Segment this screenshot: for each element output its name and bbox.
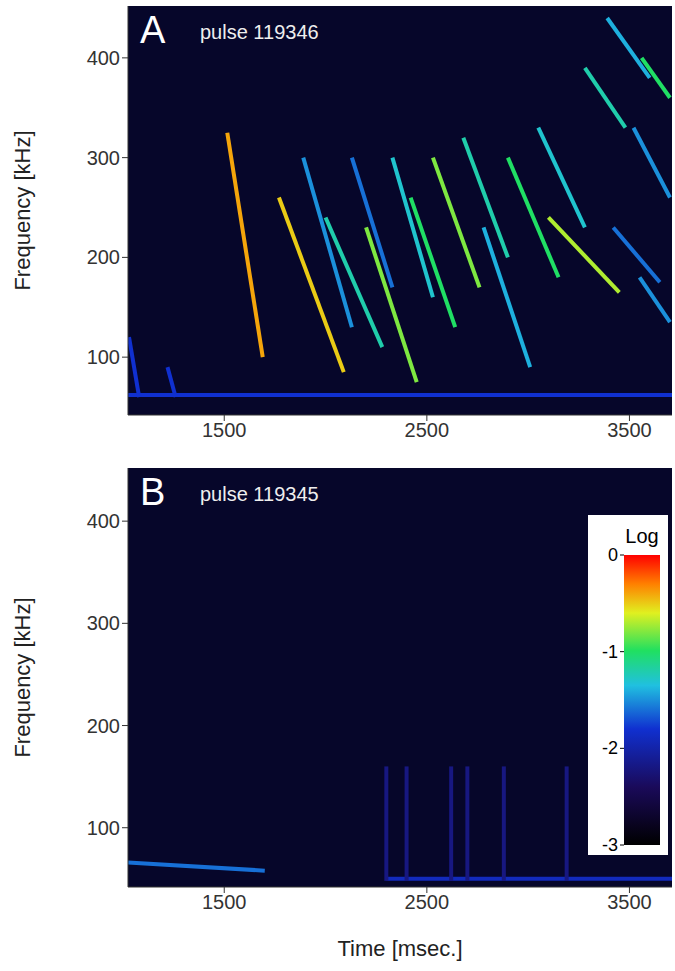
svg-text:Time [msec.]: Time [msec.] <box>337 936 462 961</box>
svg-text:1500: 1500 <box>202 419 247 441</box>
svg-text:200: 200 <box>87 246 120 268</box>
svg-text:100: 100 <box>87 817 120 839</box>
svg-text:-2: -2 <box>602 738 618 758</box>
svg-text:3500: 3500 <box>607 891 652 913</box>
svg-text:2500: 2500 <box>405 891 450 913</box>
svg-text:Frequency [kHz]: Frequency [kHz] <box>10 597 35 757</box>
html-text:A: A <box>140 9 166 51</box>
html-text:B: B <box>140 471 166 513</box>
html-text:pulse 119345: pulse 119345 <box>200 483 319 505</box>
svg-text:300: 300 <box>87 612 120 634</box>
svg-text:100: 100 <box>87 346 120 368</box>
svg-text:300: 300 <box>87 147 120 169</box>
svg-text:Log: Log <box>625 525 658 547</box>
svg-text:3500: 3500 <box>607 419 652 441</box>
svg-text:Frequency [kHz]: Frequency [kHz] <box>10 130 35 290</box>
svg-text:-1: -1 <box>602 642 618 662</box>
html-text:pulse 119346: pulse 119346 <box>200 21 319 43</box>
svg-text:-3: -3 <box>602 835 618 855</box>
svg-text:1500: 1500 <box>202 891 247 913</box>
svg-text:0: 0 <box>608 545 618 565</box>
svg-text:400: 400 <box>87 47 120 69</box>
svg-text:200: 200 <box>87 715 120 737</box>
svg-text:2500: 2500 <box>405 419 450 441</box>
svg-text:400: 400 <box>87 510 120 532</box>
